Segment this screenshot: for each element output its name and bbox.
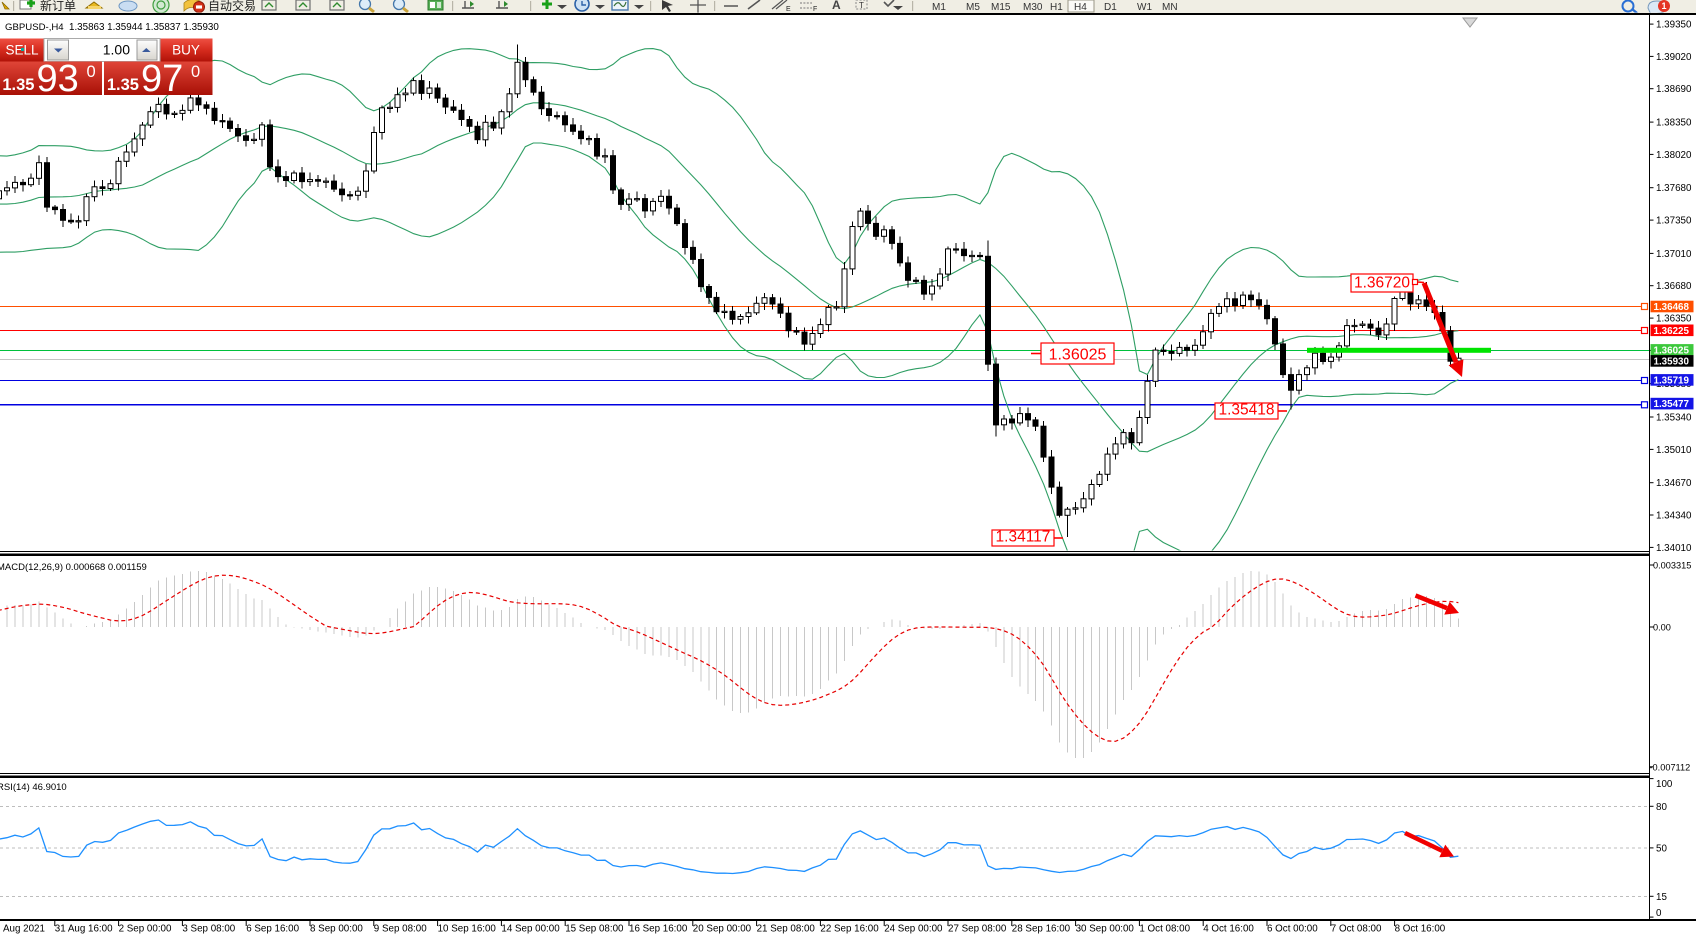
svg-text:6 Sep 16:00: 6 Sep 16:00 bbox=[246, 924, 299, 934]
svg-text:1.37010: 1.37010 bbox=[1656, 249, 1692, 260]
svg-text:H4: H4 bbox=[1074, 2, 1087, 13]
svg-text:新订单: 新订单 bbox=[40, 0, 76, 13]
svg-text:93: 93 bbox=[37, 58, 79, 100]
svg-text:1.35418: 1.35418 bbox=[1218, 402, 1274, 419]
svg-text:RSI(14) 46.9010: RSI(14) 46.9010 bbox=[0, 782, 67, 793]
svg-text:M1: M1 bbox=[932, 2, 946, 13]
svg-text:28 Sep 16:00: 28 Sep 16:00 bbox=[1012, 924, 1071, 934]
svg-text:27 Sep 08:00: 27 Sep 08:00 bbox=[948, 924, 1007, 934]
svg-text:1.34117: 1.34117 bbox=[996, 529, 1051, 546]
svg-text:9 Sep 08:00: 9 Sep 08:00 bbox=[374, 924, 427, 934]
svg-text:1.36025: 1.36025 bbox=[1654, 346, 1690, 357]
svg-text:8 Oct 16:00: 8 Oct 16:00 bbox=[1395, 924, 1446, 934]
svg-text:1.35340: 1.35340 bbox=[1656, 413, 1692, 424]
svg-text:1.38350: 1.38350 bbox=[1656, 118, 1692, 129]
svg-text:0.00: 0.00 bbox=[1653, 623, 1671, 633]
svg-text:21 Sep 08:00: 21 Sep 08:00 bbox=[757, 924, 816, 934]
svg-text:自动交易: 自动交易 bbox=[208, 0, 256, 13]
svg-text:3 Sep 08:00: 3 Sep 08:00 bbox=[182, 924, 235, 934]
svg-text:A: A bbox=[832, 0, 841, 12]
svg-text:1.34010: 1.34010 bbox=[1656, 543, 1692, 554]
svg-text:1.35: 1.35 bbox=[2, 76, 34, 94]
svg-text:M15: M15 bbox=[991, 2, 1011, 13]
svg-text:16 Sep 16:00: 16 Sep 16:00 bbox=[629, 924, 688, 934]
svg-text:MACD(12,26,9) 0.000668 0.00115: MACD(12,26,9) 0.000668 0.001159 bbox=[0, 562, 147, 573]
svg-text:Aug 2021: Aug 2021 bbox=[3, 924, 45, 934]
svg-text:100: 100 bbox=[1656, 779, 1673, 790]
svg-text:T: T bbox=[859, 1, 864, 10]
svg-text:1.36680: 1.36680 bbox=[1656, 281, 1692, 292]
svg-text:7 Oct 08:00: 7 Oct 08:00 bbox=[1331, 924, 1382, 934]
svg-text:1.37350: 1.37350 bbox=[1656, 216, 1692, 227]
svg-text:8 Sep 00:00: 8 Sep 00:00 bbox=[310, 924, 363, 934]
svg-text:80: 80 bbox=[1656, 802, 1667, 813]
svg-text:14 Sep 00:00: 14 Sep 00:00 bbox=[501, 924, 560, 934]
svg-text:1.39350: 1.39350 bbox=[1656, 20, 1692, 31]
svg-text:31 Aug 16:00: 31 Aug 16:00 bbox=[55, 924, 113, 934]
svg-text:24 Sep 00:00: 24 Sep 00:00 bbox=[884, 924, 943, 934]
svg-text:22 Sep 16:00: 22 Sep 16:00 bbox=[820, 924, 879, 934]
svg-text:15: 15 bbox=[1656, 892, 1667, 903]
svg-text:M30: M30 bbox=[1023, 2, 1043, 13]
svg-text:1.34670: 1.34670 bbox=[1656, 478, 1692, 489]
svg-text:W1: W1 bbox=[1137, 2, 1152, 13]
svg-text:1 Oct 08:00: 1 Oct 08:00 bbox=[1139, 924, 1190, 934]
svg-text:E: E bbox=[786, 6, 791, 13]
svg-text:1.35719: 1.35719 bbox=[1654, 376, 1690, 387]
svg-text:1.35: 1.35 bbox=[107, 76, 139, 94]
svg-text:1.36720: 1.36720 bbox=[1354, 275, 1410, 292]
svg-text:H1: H1 bbox=[1050, 2, 1063, 13]
svg-text:1.36350: 1.36350 bbox=[1656, 314, 1692, 325]
svg-text:MN: MN bbox=[1162, 2, 1178, 13]
svg-text:20 Sep 00:00: 20 Sep 00:00 bbox=[693, 924, 752, 934]
svg-text:1.00: 1.00 bbox=[103, 42, 130, 58]
svg-text:GBPUSD-,H4: GBPUSD-,H4 bbox=[5, 22, 64, 33]
svg-text:97: 97 bbox=[141, 58, 183, 100]
svg-text:1.35930: 1.35930 bbox=[1654, 357, 1690, 368]
svg-text:1.39020: 1.39020 bbox=[1656, 52, 1692, 63]
svg-text:15 Sep 08:00: 15 Sep 08:00 bbox=[565, 924, 624, 934]
svg-text:2 Sep 00:00: 2 Sep 00:00 bbox=[119, 924, 172, 934]
svg-text:4 Oct 16:00: 4 Oct 16:00 bbox=[1203, 924, 1254, 934]
svg-text:-0.007112: -0.007112 bbox=[1650, 762, 1691, 772]
svg-text:0.003315: 0.003315 bbox=[1653, 561, 1691, 571]
svg-text:10 Sep 16:00: 10 Sep 16:00 bbox=[438, 924, 497, 934]
svg-text:F: F bbox=[813, 6, 817, 13]
svg-text:1.35863 1.35944 1.35837 1.3593: 1.35863 1.35944 1.35837 1.35930 bbox=[69, 22, 219, 33]
svg-text:1.36468: 1.36468 bbox=[1654, 302, 1690, 313]
svg-text:1: 1 bbox=[1661, 1, 1666, 11]
svg-text:1.36225: 1.36225 bbox=[1654, 326, 1690, 337]
svg-text:1.37680: 1.37680 bbox=[1656, 183, 1692, 194]
svg-text:0: 0 bbox=[1656, 908, 1662, 919]
svg-text:BUY: BUY bbox=[172, 43, 200, 58]
svg-text:0: 0 bbox=[191, 63, 200, 81]
svg-text:6 Oct 00:00: 6 Oct 00:00 bbox=[1267, 924, 1318, 934]
svg-text:30 Sep 00:00: 30 Sep 00:00 bbox=[1076, 924, 1135, 934]
svg-text:50: 50 bbox=[1656, 843, 1667, 854]
svg-text:1.36025: 1.36025 bbox=[1049, 347, 1107, 364]
svg-text:1.34340: 1.34340 bbox=[1656, 511, 1692, 522]
svg-text:0: 0 bbox=[87, 63, 96, 81]
svg-text:D1: D1 bbox=[1104, 2, 1117, 13]
svg-text:M5: M5 bbox=[966, 2, 980, 13]
svg-text:1.35010: 1.35010 bbox=[1656, 445, 1692, 456]
svg-text:1.35477: 1.35477 bbox=[1654, 399, 1690, 410]
svg-text:1.38020: 1.38020 bbox=[1656, 150, 1692, 161]
svg-text:1.38690: 1.38690 bbox=[1656, 84, 1692, 95]
